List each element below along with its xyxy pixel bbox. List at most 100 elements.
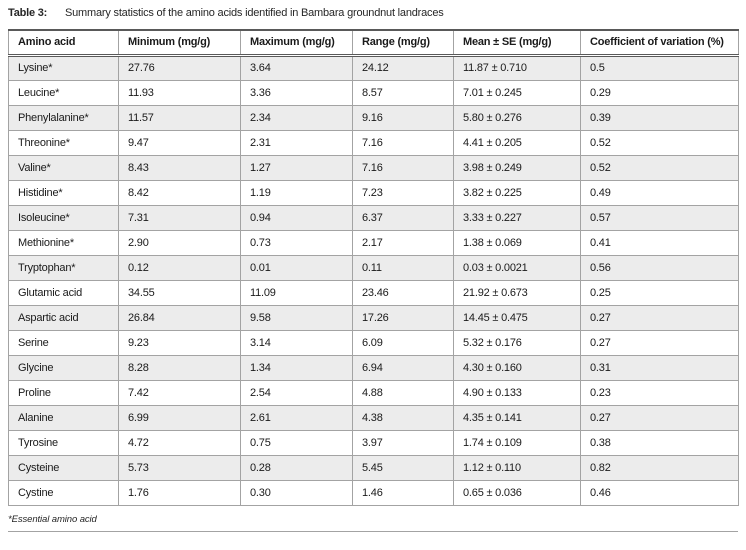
column-header: Amino acid (8, 29, 119, 57)
header-row: Amino acid Minimum (mg/g) Maximum (mg/g) Ra… (8, 29, 739, 57)
value-cell: 9.58 (240, 304, 353, 331)
summary-statistics-table: Amino acid Minimum (mg/g) Maximum (mg/g) Ra… (8, 29, 739, 506)
value-cell: 7.31 (118, 204, 241, 231)
value-cell: 0.25 (580, 279, 739, 306)
value-cell: 0.49 (580, 179, 739, 206)
value-cell: 5.32 ± 0.176 (453, 329, 581, 356)
value-cell: 8.57 (352, 79, 454, 106)
amino-acid-cell: Histidine* (8, 179, 119, 206)
essential-amino-acid-footnote: *Essential amino acid (8, 513, 97, 525)
table-row: Tyrosine 4.72 0.75 3.97 1.74 ± 0.109 0.38 (8, 429, 739, 456)
value-cell: 0.03 ± 0.0021 (453, 254, 581, 281)
value-cell: 17.26 (352, 304, 454, 331)
value-cell: 1.74 ± 0.109 (453, 429, 581, 456)
table-number-label: Table 3: (8, 7, 48, 19)
value-cell: 0.31 (580, 354, 739, 381)
value-cell: 1.34 (240, 354, 353, 381)
value-cell: 7.42 (118, 379, 241, 406)
value-cell: 0.29 (580, 79, 739, 106)
value-cell: 0.52 (580, 129, 739, 156)
value-cell: 0.82 (580, 454, 739, 481)
value-cell: 7.01 ± 0.245 (453, 79, 581, 106)
table-row: Alanine 6.99 2.61 4.38 4.35 ± 0.141 0.27 (8, 404, 739, 431)
table-body: Lysine* 27.76 3.64 24.12 11.87 ± 0.710 0.5 Leu… (8, 54, 739, 506)
value-cell: 21.92 ± 0.673 (453, 279, 581, 306)
amino-acid-cell: Phenylalanine* (8, 104, 119, 131)
value-cell: 3.14 (240, 329, 353, 356)
value-cell: 11.93 (118, 79, 241, 106)
value-cell: 5.45 (352, 454, 454, 481)
value-cell: 1.46 (352, 479, 454, 506)
table-row: Valine* 8.43 1.27 7.16 3.98 ± 0.249 0.52 (8, 154, 739, 181)
value-cell: 0.94 (240, 204, 353, 231)
value-cell: 27.76 (118, 54, 241, 81)
table-row: Serine 9.23 3.14 6.09 5.32 ± 0.176 0.27 (8, 329, 739, 356)
value-cell: 3.36 (240, 79, 353, 106)
column-header: Minimum (mg/g) (118, 29, 241, 57)
table-row: Aspartic acid 26.84 9.58 17.26 14.45 ± 0.475… (8, 304, 739, 331)
amino-acid-cell: Threonine* (8, 129, 119, 156)
value-cell: 8.42 (118, 179, 241, 206)
table-title: Table 3: Summary statistics of the amino… (8, 7, 738, 19)
amino-acid-cell: Cysteine (8, 454, 119, 481)
value-cell: 8.43 (118, 154, 241, 181)
column-header: Maximum (mg/g) (240, 29, 353, 57)
amino-acid-cell: Glutamic acid (8, 279, 119, 306)
table-row: Phenylalanine* 11.57 2.34 9.16 5.80 ± 0.276 0… (8, 104, 739, 131)
table-row: Glutamic acid 34.55 11.09 23.46 21.92 ± 0.67… (8, 279, 739, 306)
value-cell: 3.82 ± 0.225 (453, 179, 581, 206)
value-cell: 0.56 (580, 254, 739, 281)
value-cell: 0.27 (580, 404, 739, 431)
value-cell: 0.27 (580, 304, 739, 331)
table-row: Lysine* 27.76 3.64 24.12 11.87 ± 0.710 0.5 (8, 54, 739, 81)
amino-acid-cell: Aspartic acid (8, 304, 119, 331)
amino-acid-cell: Tyrosine (8, 429, 119, 456)
value-cell: 0.27 (580, 329, 739, 356)
value-cell: 4.90 ± 0.133 (453, 379, 581, 406)
value-cell: 7.16 (352, 129, 454, 156)
value-cell: 9.47 (118, 129, 241, 156)
value-cell: 26.84 (118, 304, 241, 331)
value-cell: 0.41 (580, 229, 739, 256)
table-row: Cystine 1.76 0.30 1.46 0.65 ± 0.036 0.46 (8, 479, 739, 506)
value-cell: 0.73 (240, 229, 353, 256)
value-cell: 6.94 (352, 354, 454, 381)
value-cell: 4.41 ± 0.205 (453, 129, 581, 156)
amino-acid-cell: Tryptophan* (8, 254, 119, 281)
amino-acid-cell: Isoleucine* (8, 204, 119, 231)
value-cell: 4.35 ± 0.141 (453, 404, 581, 431)
amino-acid-cell: Leucine* (8, 79, 119, 106)
value-cell: 4.88 (352, 379, 454, 406)
bottom-divider (8, 530, 738, 532)
value-cell: 0.5 (580, 54, 739, 81)
column-header: Mean ± SE (mg/g) (453, 29, 581, 57)
value-cell: 1.27 (240, 154, 353, 181)
value-cell: 0.52 (580, 154, 739, 181)
value-cell: 2.90 (118, 229, 241, 256)
table-row: Tryptophan* 0.12 0.01 0.11 0.03 ± 0.0021 0.56 (8, 254, 739, 281)
value-cell: 7.16 (352, 154, 454, 181)
amino-acid-cell: Lysine* (8, 54, 119, 81)
value-cell: 14.45 ± 0.475 (453, 304, 581, 331)
value-cell: 24.12 (352, 54, 454, 81)
amino-acid-cell: Valine* (8, 154, 119, 181)
value-cell: 11.57 (118, 104, 241, 131)
value-cell: 34.55 (118, 279, 241, 306)
amino-acid-cell: Serine (8, 329, 119, 356)
amino-acid-cell: Alanine (8, 404, 119, 431)
value-cell: 9.23 (118, 329, 241, 356)
value-cell: 9.16 (352, 104, 454, 131)
value-cell: 0.12 (118, 254, 241, 281)
value-cell: 3.98 ± 0.249 (453, 154, 581, 181)
value-cell: 5.80 ± 0.276 (453, 104, 581, 131)
amino-acid-cell: Cystine (8, 479, 119, 506)
value-cell: 6.37 (352, 204, 454, 231)
value-cell: 0.01 (240, 254, 353, 281)
value-cell: 2.34 (240, 104, 353, 131)
value-cell: 0.11 (352, 254, 454, 281)
value-cell: 2.61 (240, 404, 353, 431)
value-cell: 23.46 (352, 279, 454, 306)
value-cell: 0.57 (580, 204, 739, 231)
value-cell: 0.39 (580, 104, 739, 131)
value-cell: 11.09 (240, 279, 353, 306)
